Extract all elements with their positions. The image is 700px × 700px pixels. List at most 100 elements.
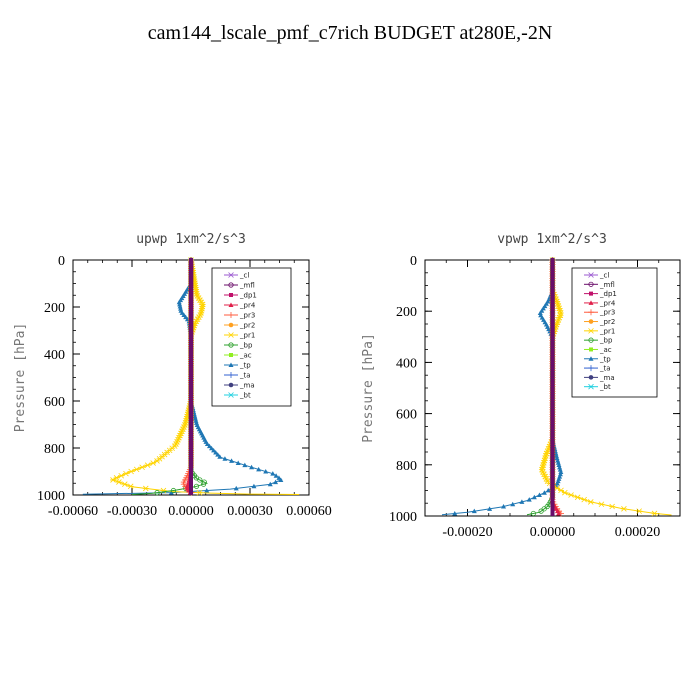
series-marker — [177, 301, 183, 307]
series-marker — [189, 273, 193, 278]
series-marker — [550, 460, 555, 465]
series-marker — [200, 481, 207, 487]
legend-label: _ac — [239, 352, 252, 360]
y-tick-label: 200 — [396, 305, 417, 320]
legend-label: _pr3 — [239, 312, 255, 320]
series-marker — [510, 501, 516, 507]
series-marker — [550, 466, 555, 471]
series-marker — [550, 308, 555, 313]
series-marker — [550, 280, 555, 285]
series-marker — [487, 506, 493, 511]
legend-label: _bt — [239, 392, 251, 400]
series-marker — [553, 453, 559, 458]
series-marker — [550, 438, 555, 443]
series-marker — [550, 432, 555, 437]
legend-label: _cl — [239, 272, 249, 280]
series-marker — [537, 310, 543, 315]
series-marker — [189, 428, 193, 433]
legend-label: _bt — [599, 383, 611, 391]
y-tick-label: 200 — [44, 301, 65, 316]
legend-label: _ta — [599, 365, 611, 373]
x-tick-label: 0.00060 — [286, 504, 332, 519]
legend-marker — [228, 282, 234, 288]
legend-marker — [588, 281, 594, 287]
series-marker — [229, 458, 235, 463]
series-marker — [189, 485, 193, 490]
y-tick-label: 1000 — [37, 489, 65, 504]
series-marker — [189, 449, 193, 454]
series-marker — [550, 348, 555, 353]
series-marker — [189, 397, 193, 402]
x-tick-label: 0.00020 — [615, 525, 661, 540]
series-marker — [189, 459, 193, 464]
series-marker — [189, 371, 193, 376]
series-marker — [206, 443, 212, 449]
x-tick-label: -0.00020 — [442, 525, 492, 540]
series-marker — [189, 392, 193, 397]
series-marker — [193, 418, 199, 423]
series-marker — [452, 510, 458, 516]
series-marker — [557, 467, 563, 472]
series-marker — [550, 297, 555, 302]
legend-box — [571, 267, 658, 398]
legend-label: _pr1 — [599, 327, 615, 335]
series-marker — [204, 488, 210, 493]
series-marker — [526, 497, 532, 502]
series-marker — [550, 331, 555, 336]
series-marker — [550, 359, 555, 364]
series-marker — [189, 361, 193, 366]
legend-label: _tp — [239, 362, 251, 370]
chart-title: upwp 1xm^2/s^3 — [136, 232, 246, 247]
series-marker — [168, 490, 174, 495]
series-marker — [251, 483, 257, 489]
legend-label: _bp — [239, 342, 253, 350]
series-marker — [550, 286, 555, 291]
y-tick-label: 600 — [396, 408, 417, 423]
legend-label: _mfl — [599, 281, 615, 289]
series-marker — [550, 472, 555, 477]
series-marker — [189, 433, 193, 438]
series-marker — [242, 462, 248, 468]
series-marker — [189, 475, 193, 480]
series-marker — [550, 274, 555, 279]
legend-label: _pr2 — [239, 322, 255, 330]
series-marker — [550, 291, 555, 296]
series-marker — [189, 464, 193, 469]
series-marker — [204, 441, 210, 447]
series-marker — [189, 345, 193, 350]
series-marker — [189, 268, 193, 273]
series-marker — [555, 460, 561, 465]
page-title: cam144_lscale_pmf_c7rich BUDGET at280E,-… — [147, 22, 553, 44]
series-marker — [550, 505, 555, 510]
legend-label: _ma — [599, 374, 615, 382]
series-marker — [550, 269, 555, 274]
series-marker — [235, 460, 241, 466]
legend-marker — [228, 322, 234, 328]
series-marker — [550, 336, 555, 341]
series-marker — [550, 258, 555, 262]
series-marker — [550, 477, 555, 482]
legend-label: _pr3 — [599, 309, 615, 317]
series-marker — [215, 452, 221, 457]
series-marker — [189, 309, 193, 314]
series-marker — [189, 335, 193, 340]
series-marker — [233, 485, 239, 491]
series-marker — [189, 283, 193, 288]
series-marker — [550, 455, 555, 460]
series-marker — [189, 340, 193, 345]
series-marker — [189, 356, 193, 361]
series-marker — [211, 447, 217, 453]
x-tick-label: 0.00030 — [227, 504, 273, 519]
series-marker — [189, 407, 193, 412]
series-marker — [555, 457, 561, 463]
series-marker — [213, 449, 219, 455]
series-marker — [189, 444, 193, 449]
series-marker — [263, 469, 269, 474]
series-marker — [519, 499, 525, 504]
y-tick-label: 400 — [44, 348, 65, 363]
series-marker — [471, 508, 477, 514]
legend-label: _ac — [599, 346, 612, 354]
series-marker — [189, 402, 193, 407]
